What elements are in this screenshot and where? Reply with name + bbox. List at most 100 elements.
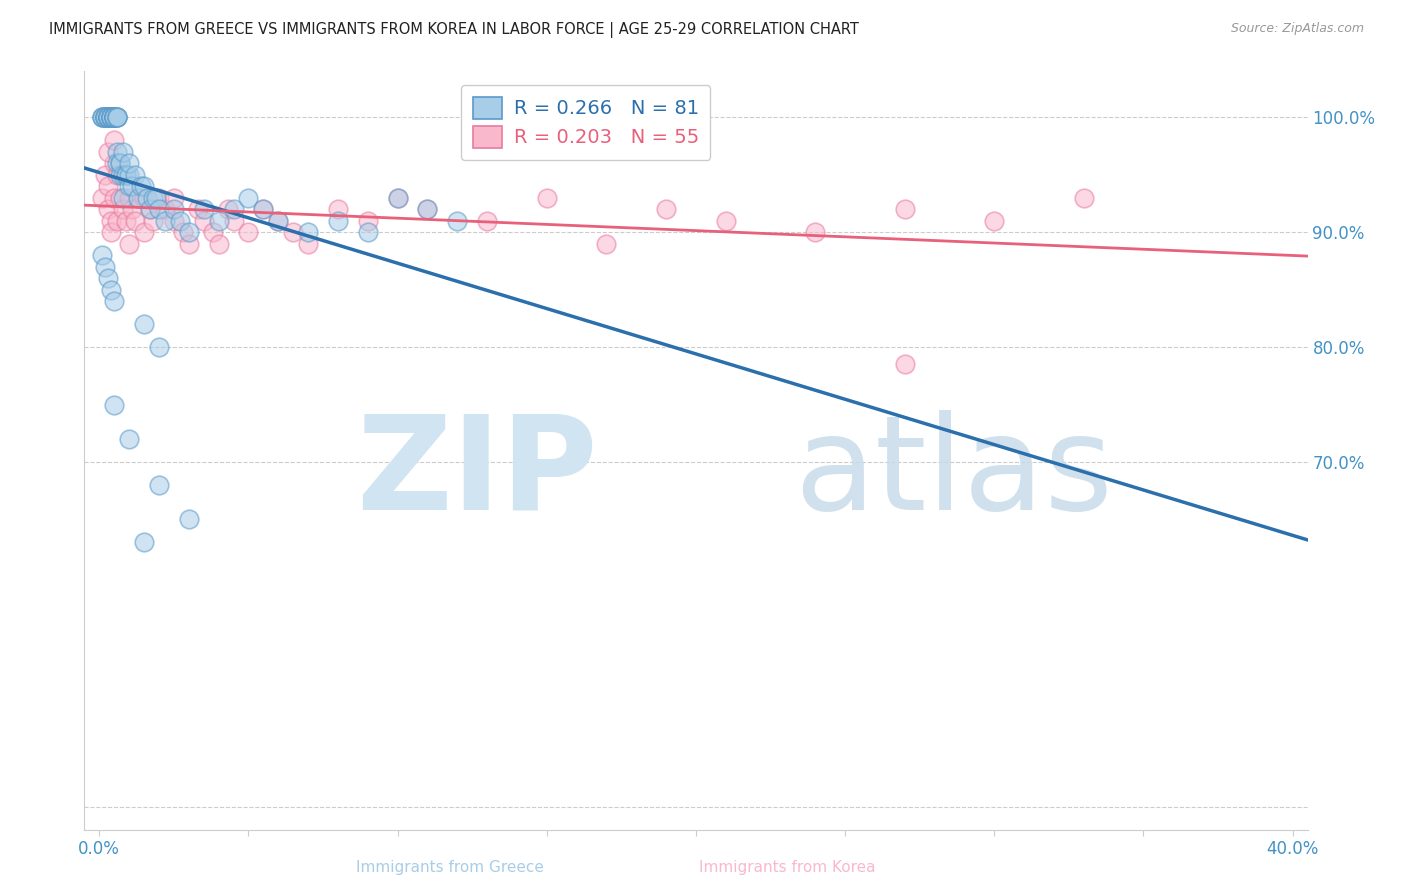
Point [97, 111, 120, 125]
Point [103, 111, 125, 125]
Point [94, 111, 117, 125]
Point [100, 111, 122, 125]
Point [132, 225, 155, 239]
Point [148, 191, 170, 205]
Point [103, 397, 125, 411]
Point [387, 191, 409, 205]
Point [105, 168, 128, 182]
Point [105, 111, 128, 125]
Point [91, 191, 114, 205]
Text: IMMIGRANTS FROM GREECE VS IMMIGRANTS FROM KOREA IN LABOR FORCE | AGE 25-29 CORRE: IMMIGRANTS FROM GREECE VS IMMIGRANTS FRO… [49, 22, 859, 38]
Point [283, 225, 305, 239]
Point [177, 236, 200, 251]
Point [163, 213, 186, 227]
Point [112, 168, 135, 182]
Point [97, 111, 120, 125]
Point [148, 340, 170, 354]
Point [983, 213, 1005, 227]
Point [100, 283, 122, 297]
Point [118, 432, 141, 446]
Point [238, 191, 260, 205]
Point [103, 191, 125, 205]
Text: Source: ZipAtlas.com: Source: ZipAtlas.com [1230, 22, 1364, 36]
Point [97, 111, 120, 125]
Point [238, 225, 260, 239]
Point [536, 191, 558, 205]
Point [103, 111, 125, 125]
Point [97, 202, 120, 217]
Point [103, 111, 125, 125]
Point [132, 535, 155, 549]
Point [118, 179, 141, 194]
Point [129, 179, 152, 194]
Point [103, 111, 125, 125]
Point [297, 236, 319, 251]
Point [124, 213, 146, 227]
Point [118, 191, 141, 205]
Point [148, 478, 170, 492]
Point [132, 317, 155, 331]
Point [207, 213, 229, 227]
Point [163, 191, 186, 205]
Point [112, 145, 135, 159]
Point [446, 213, 468, 227]
Point [115, 213, 138, 227]
Point [103, 294, 125, 309]
Point [416, 202, 439, 217]
Point [118, 236, 141, 251]
Point [1073, 191, 1095, 205]
Point [115, 168, 138, 182]
Point [357, 213, 380, 227]
Point [103, 111, 125, 125]
Point [714, 213, 737, 227]
Point [118, 156, 141, 170]
Point [108, 156, 131, 170]
Point [100, 111, 122, 125]
Point [894, 202, 917, 217]
Point [118, 168, 141, 182]
Point [103, 156, 125, 170]
Point [103, 111, 125, 125]
Point [163, 202, 186, 217]
Point [201, 225, 224, 239]
Point [169, 213, 191, 227]
Point [112, 191, 135, 205]
Point [97, 271, 120, 285]
Point [94, 111, 117, 125]
Point [222, 202, 245, 217]
Point [136, 191, 159, 205]
Point [121, 202, 143, 217]
Point [894, 357, 917, 371]
Point [91, 111, 114, 125]
Point [142, 191, 165, 205]
Point [103, 111, 125, 125]
Point [132, 191, 155, 205]
Point [100, 111, 122, 125]
Text: Immigrants from Korea: Immigrants from Korea [699, 860, 876, 874]
Point [103, 111, 125, 125]
Point [326, 213, 349, 227]
Point [127, 191, 149, 205]
Point [94, 260, 117, 274]
Point [94, 111, 117, 125]
Point [97, 111, 120, 125]
Point [187, 202, 209, 217]
Point [267, 213, 290, 227]
Text: atlas: atlas [794, 409, 1112, 537]
Point [100, 213, 122, 227]
Point [103, 111, 125, 125]
Point [100, 111, 122, 125]
Point [387, 191, 409, 205]
Point [105, 111, 128, 125]
Point [172, 225, 194, 239]
Point [103, 133, 125, 147]
Point [124, 168, 146, 182]
Point [100, 111, 122, 125]
Point [145, 191, 167, 205]
Point [105, 111, 128, 125]
Point [103, 111, 125, 125]
Point [105, 145, 128, 159]
Point [108, 191, 131, 205]
Point [804, 225, 827, 239]
Point [100, 111, 122, 125]
